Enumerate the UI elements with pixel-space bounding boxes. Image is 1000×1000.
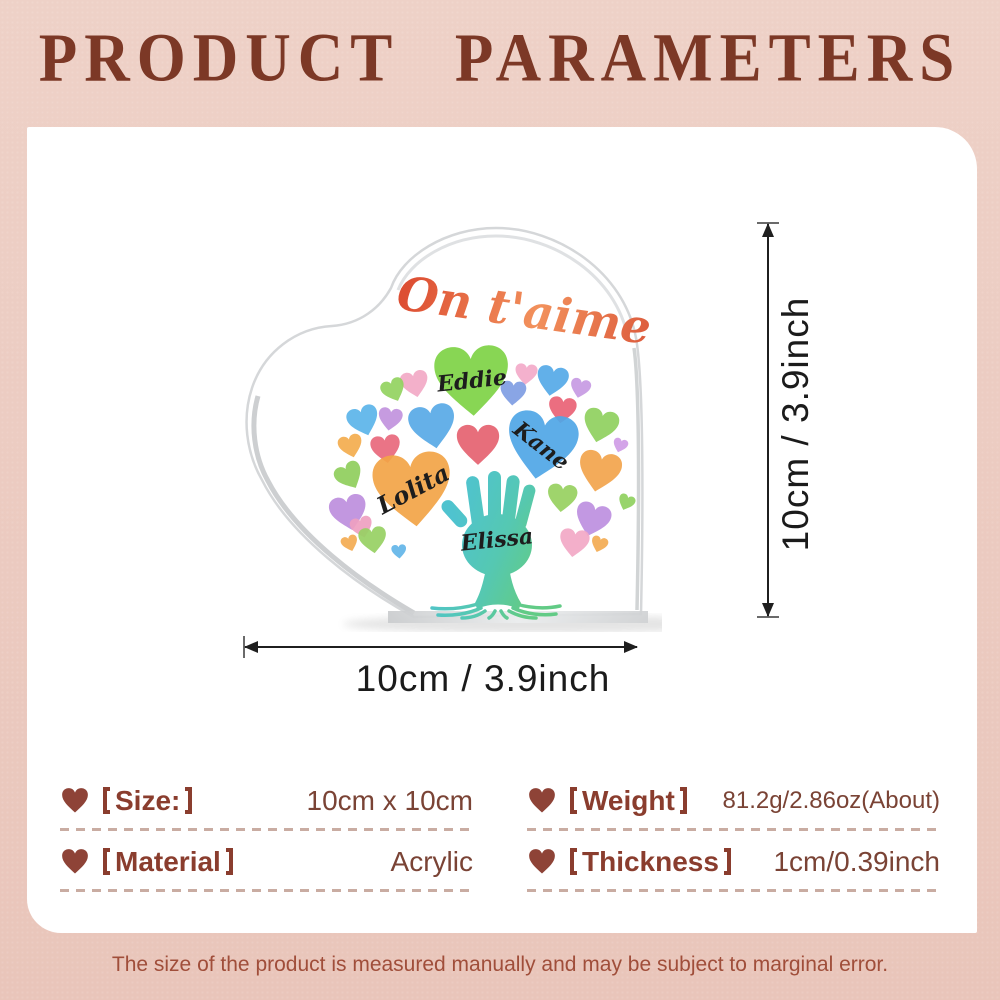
right-bracket	[679, 786, 687, 814]
spec-row-thickness: Thickness 1cm/0.39inch	[527, 831, 940, 892]
spec-label: Thickness	[570, 846, 731, 878]
spec-value: 10cm x 10cm	[306, 784, 474, 816]
page-title: PRODUCT PARAMETERS	[38, 19, 962, 97]
heart-icon	[529, 848, 555, 873]
spec-label: Size:	[103, 785, 193, 817]
disclaimer-note: The size of the product is measured manu…	[111, 953, 889, 976]
right-bracket	[723, 847, 731, 875]
spec-label: Material	[103, 846, 233, 878]
right-bracket	[185, 786, 193, 814]
spec-value: Acrylic	[390, 845, 473, 877]
left-bracket	[103, 786, 110, 814]
spec-value: 1cm/0.39inch	[773, 845, 940, 877]
left-bracket	[103, 847, 110, 875]
spec-label: Weight	[570, 785, 687, 817]
spec-row-material: Material Acrylic	[60, 831, 473, 892]
heart-icon	[62, 848, 88, 873]
spec-row-size: Size: 10cm x 10cm	[60, 770, 473, 831]
spec-value: 81.2g/2.86oz(About)	[722, 786, 941, 814]
heart-icon	[62, 787, 88, 812]
spec-row-weight: Weight 81.2g/2.86oz(About)	[527, 770, 940, 831]
heart-icon	[529, 787, 555, 812]
left-bracket	[570, 786, 577, 814]
spec-table: Size: 10cm x 10cm Weight 81.2g/2.86oz(Ab…	[60, 770, 940, 892]
right-bracket	[225, 847, 233, 875]
left-bracket	[570, 847, 577, 875]
